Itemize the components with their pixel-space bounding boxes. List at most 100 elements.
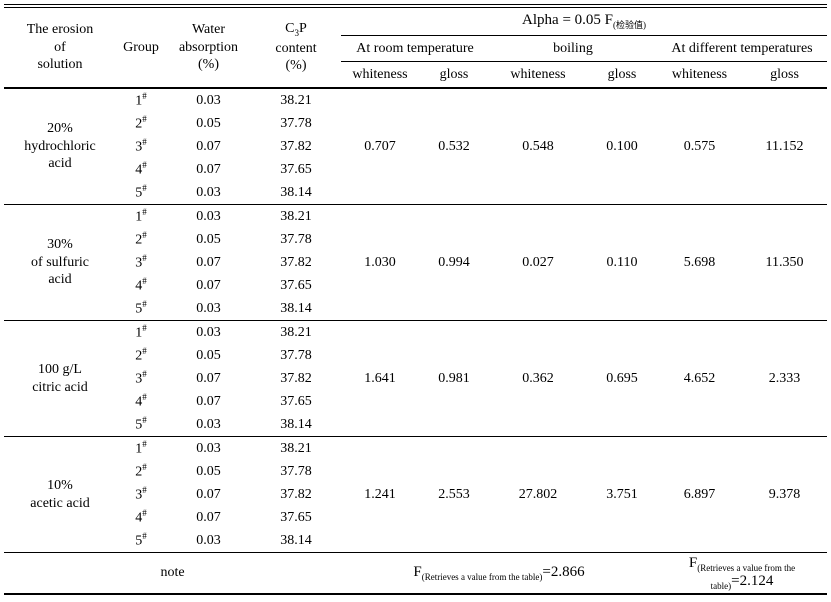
c3p-cell: 37.78 xyxy=(280,231,312,247)
header-row-2: At room temperature boiling At different… xyxy=(4,35,828,62)
f-value-cell: 0.100 xyxy=(587,87,657,205)
group-cell: 3# xyxy=(135,137,147,155)
data-row: 4# 0.07 37.65 xyxy=(4,390,827,413)
f-value-cell: 0.027 xyxy=(489,204,587,321)
solution-cell: 20% hydrochloric acid xyxy=(4,87,116,205)
data-row: 4# 0.07 37.65 xyxy=(4,158,827,181)
table-header: The erosion of solution Group Water abso… xyxy=(4,6,828,89)
data-row: 5# 0.03 38.14 xyxy=(4,413,827,437)
c3p-cell: 37.65 xyxy=(280,277,312,293)
group-cell: 3# xyxy=(135,485,147,503)
note-label: note xyxy=(4,552,341,594)
c3p-cell: 37.82 xyxy=(280,138,312,154)
f-value-cell: 1.241 xyxy=(341,436,419,553)
f-critical-value-1: F(Retrieves a value from the table)=2.86… xyxy=(341,552,657,594)
f-value-cell: 1.030 xyxy=(341,204,419,321)
water-cell: 0.07 xyxy=(196,138,221,154)
f-value-cell: 0.981 xyxy=(419,320,489,437)
data-row: 2# 0.05 37.78 xyxy=(4,344,827,367)
f-value-cell: 0.110 xyxy=(587,204,657,321)
c3p-formula: C3P xyxy=(285,21,307,39)
group-cell: 2# xyxy=(135,462,147,480)
subheader-whiteness-diff: whiteness xyxy=(657,61,742,89)
water-cell: 0.03 xyxy=(196,416,221,432)
c3p-cell: 38.21 xyxy=(251,320,341,344)
data-row: 3# 0.07 37.82 xyxy=(4,251,827,274)
water-cell: 0.05 xyxy=(196,231,221,247)
f-value-cell: 0.532 xyxy=(419,87,489,205)
water-cell: 0.03 xyxy=(196,532,221,548)
c3p-cell: 37.78 xyxy=(280,115,312,131)
header-row-1: The erosion of solution Group Water abso… xyxy=(4,6,828,89)
data-row: 10% acetic acid 1# 0.03 38.21 1.241 2.55… xyxy=(4,436,828,553)
group-cell: 4# xyxy=(135,276,147,294)
water-cell: 0.03 xyxy=(166,204,251,228)
group-cell: 2# xyxy=(135,114,147,132)
alpha-subscript: (检验值) xyxy=(613,20,646,31)
f-value-cell: 6.897 xyxy=(657,436,742,553)
data-row: 5# 0.03 38.14 xyxy=(4,181,827,205)
water-cell: 0.05 xyxy=(196,347,221,363)
c3p-cell: 37.82 xyxy=(280,370,312,386)
data-row: 2# 0.05 37.78 xyxy=(4,228,827,251)
water-cell: 0.03 xyxy=(196,184,221,200)
group-cell: 1# xyxy=(116,87,166,112)
header-boiling: boiling xyxy=(489,35,657,62)
c3p-cell: 37.78 xyxy=(280,463,312,479)
water-cell: 0.07 xyxy=(196,486,221,502)
data-row: 5# 0.03 38.14 xyxy=(4,529,827,553)
f-value-cell: 1.641 xyxy=(341,320,419,437)
c3p-cell: 38.14 xyxy=(280,532,312,548)
water-cell: 0.07 xyxy=(196,370,221,386)
c3p-cell: 38.14 xyxy=(280,416,312,432)
group-cell: 2# xyxy=(135,230,147,248)
water-cell: 0.07 xyxy=(196,393,221,409)
group-cell: 1# xyxy=(116,204,166,228)
subheader-whiteness-boiling: whiteness xyxy=(489,61,587,89)
column-header-group: Group xyxy=(116,6,166,89)
group-cell: 3# xyxy=(135,253,147,271)
subheader-gloss-room: gloss xyxy=(419,61,489,89)
f-value-cell: 0.707 xyxy=(341,87,419,205)
c3p-cell: 38.14 xyxy=(280,300,312,316)
water-cell: 0.05 xyxy=(196,463,221,479)
data-row: 2# 0.05 37.78 xyxy=(4,460,827,483)
water-cell: 0.03 xyxy=(166,436,251,460)
c3p-cell: 38.21 xyxy=(251,87,341,112)
data-row: 4# 0.07 37.65 xyxy=(4,274,827,297)
f-value-cell: 9.378 xyxy=(742,436,828,553)
column-header-c3p: C3P content (%) xyxy=(251,6,341,89)
water-cell: 0.07 xyxy=(196,509,221,525)
header-room-temperature: At room temperature xyxy=(341,35,489,62)
column-header-erosion: The erosion of solution xyxy=(4,6,116,89)
c3p-cell: 38.14 xyxy=(280,184,312,200)
note-row: note F(Retrieves a value from the table)… xyxy=(4,552,828,594)
group-cell: 4# xyxy=(135,392,147,410)
group-cell: 1# xyxy=(116,436,166,460)
f-value-cell: 3.751 xyxy=(587,436,657,553)
c3p-cell: 37.65 xyxy=(280,161,312,177)
c3p-cell: 37.82 xyxy=(280,254,312,270)
water-cell: 0.05 xyxy=(196,115,221,131)
water-cell: 0.03 xyxy=(166,87,251,112)
header-different-temperatures: At different temperatures xyxy=(657,35,828,62)
solution-cell: 30% of sulfuric acid xyxy=(4,204,116,321)
group-cell: 3# xyxy=(135,369,147,387)
f-value-cell: 0.548 xyxy=(489,87,587,205)
f-value-cell: 0.575 xyxy=(657,87,742,205)
water-cell: 0.07 xyxy=(196,254,221,270)
f-critical-value-2: F(Retrieves a value from the table)=2.12… xyxy=(657,552,828,594)
f-value-cell: 0.994 xyxy=(419,204,489,321)
group-cell: 4# xyxy=(135,160,147,178)
group-cell: 5# xyxy=(135,299,147,317)
f-value-cell: 0.695 xyxy=(587,320,657,437)
erosion-table: The erosion of solution Group Water abso… xyxy=(4,4,828,595)
c3p-cell: 37.78 xyxy=(280,347,312,363)
c3p-cell: 37.82 xyxy=(280,486,312,502)
f-value-cell: 0.362 xyxy=(489,320,587,437)
f-value-cell: 4.652 xyxy=(657,320,742,437)
table-body: 20% hydrochloric acid 1# 0.03 38.21 0.70… xyxy=(4,87,828,594)
data-row: 5# 0.03 38.14 xyxy=(4,297,827,321)
water-cell: 0.03 xyxy=(196,300,221,316)
